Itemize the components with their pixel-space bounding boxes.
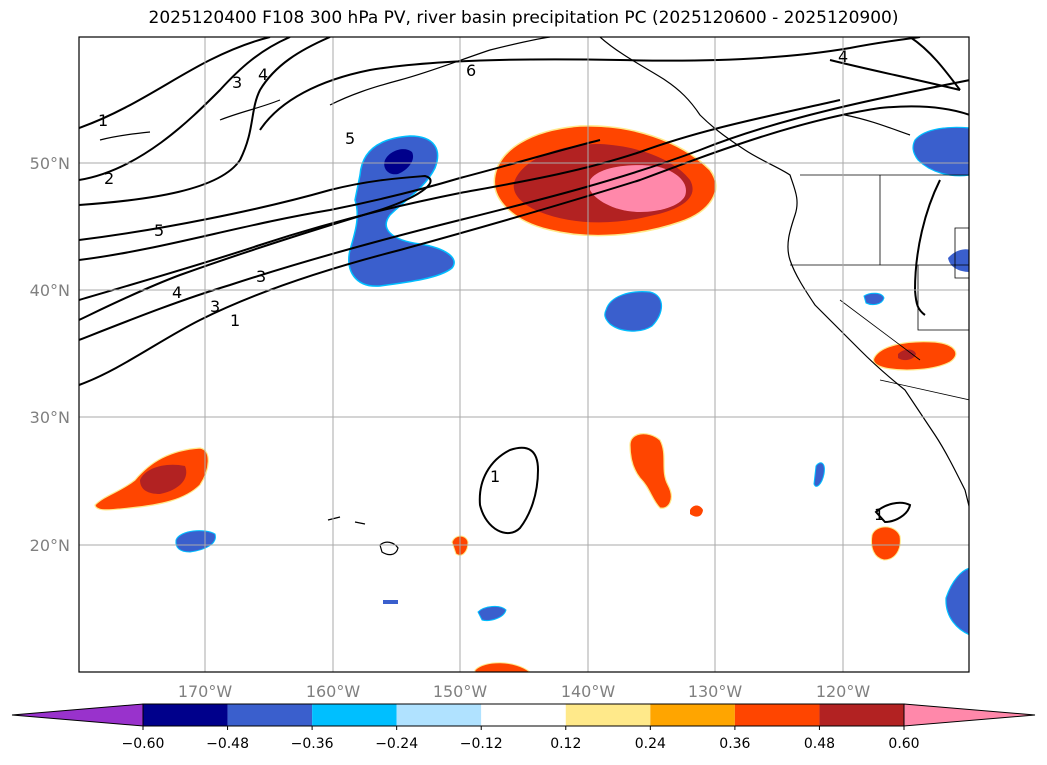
colorbar-outline	[142, 703, 905, 727]
lon-label: 160°W	[306, 682, 361, 701]
colorbar-tick-label: 0.12	[550, 736, 581, 752]
contour-label: 1	[490, 467, 500, 486]
contour-label: 5	[154, 221, 164, 240]
colorbar-tick-label: 0.24	[635, 736, 666, 752]
lat-label: 20°N	[30, 536, 70, 555]
longitude-labels: 170°W 160°W 150°W 140°W 130°W 120°W	[178, 682, 871, 701]
colorbar-tick-label: 0.36	[719, 736, 750, 752]
lon-label: 170°W	[178, 682, 233, 701]
contour-label: 3	[256, 267, 266, 286]
colorbar-tick-label: −0.24	[375, 736, 418, 752]
contour-label: 5	[345, 129, 355, 148]
gridlines	[79, 37, 969, 672]
latitude-labels: 50°N 40°N 30°N 20°N	[30, 154, 70, 555]
colorbar-tick-label: 0.48	[804, 736, 835, 752]
negative-anomaly-northeast	[912, 126, 969, 177]
contour-label: 1	[98, 111, 108, 130]
colorbar-segment	[312, 704, 397, 726]
lat-label: 30°N	[30, 408, 70, 427]
lat-label: 50°N	[30, 154, 70, 173]
negative-anomaly-central	[604, 291, 663, 332]
colorbar-tick-label: −0.36	[291, 736, 334, 752]
colorbar-segment	[819, 704, 904, 726]
pv-contours	[79, 37, 969, 534]
colorbar-segment	[734, 704, 820, 726]
colorbar-segment	[227, 704, 313, 726]
colorbar: −0.60 −0.48 −0.36 −0.24 −0.12 0.12 0.24 0.36 0.4…	[11, 703, 1036, 752]
contour-label: 4	[258, 65, 268, 84]
contour-label: 2	[104, 169, 114, 188]
lat-label: 40°N	[30, 281, 70, 300]
coastlines	[99, 37, 969, 556]
colorbar-tick-label: −0.60	[122, 736, 165, 752]
lon-label: 120°W	[816, 682, 871, 701]
contour-label: 6	[466, 61, 476, 80]
contour-label: 3	[232, 73, 242, 92]
contour-labels: 1 2 5 4 3 1 3 3 4 5 6 4 1 1	[98, 47, 884, 524]
colorbar-extend-low	[11, 703, 144, 727]
colorbar-segment	[565, 704, 651, 726]
contour-label: 4	[838, 47, 848, 66]
contour-label: 1	[874, 505, 884, 524]
contour-label: 1	[230, 311, 240, 330]
map-frame	[78, 36, 970, 673]
colorbar-segment	[143, 704, 228, 726]
lon-label: 150°W	[433, 682, 488, 701]
positive-anomaly-subtropical	[629, 433, 672, 509]
colorbar-extend-high	[903, 703, 1036, 727]
colorbar-segment	[650, 704, 735, 726]
contour-label: 4	[172, 283, 182, 302]
lon-label: 140°W	[561, 682, 616, 701]
map-title: 2025120400 F108 300 hPa PV, river basin …	[148, 8, 899, 28]
colorbar-tick-label: −0.12	[460, 736, 503, 752]
contour-label: 3	[210, 297, 220, 316]
colorbar-segment	[481, 704, 566, 726]
colorbar-tick-label: −0.48	[206, 736, 249, 752]
colorbar-segment	[396, 704, 482, 726]
colorbar-tick-label: 0.60	[888, 736, 919, 752]
map-area	[79, 37, 969, 672]
borders	[790, 174, 969, 401]
lon-label: 130°W	[688, 682, 743, 701]
